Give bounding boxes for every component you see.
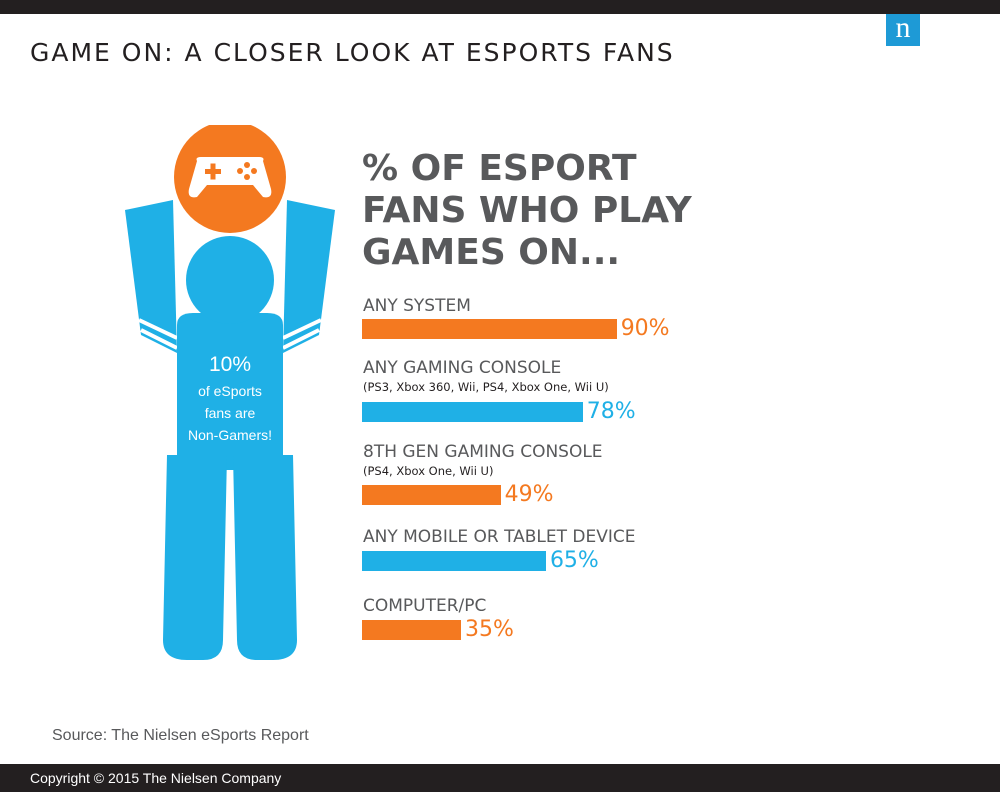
head-shape <box>186 236 274 324</box>
category-subtitle-any-gaming-console: (PS3, Xbox 360, Wii, PS4, Xbox One, Wii … <box>363 380 609 394</box>
chart-title-line-1: % OF ESPORT <box>362 148 637 189</box>
category-label-any-gaming-console: ANY GAMING CONSOLE <box>363 358 562 378</box>
footer-bar: Copyright © 2015 The Nielsen Company <box>0 764 1000 792</box>
chart-title-line-2: FANS WHO PLAY <box>362 190 692 231</box>
fan-figure-svg <box>125 125 335 660</box>
category-label-8th-gen-console: 8TH GEN GAMING CONSOLE <box>363 442 603 462</box>
nielsen-logo: n <box>886 13 920 46</box>
category-label-mobile-tablet: ANY MOBILE OR TABLET DEVICE <box>363 527 636 547</box>
bar-any-system <box>362 319 617 339</box>
bar-mobile-tablet <box>362 551 546 571</box>
non-gamer-percent: 10% <box>208 353 252 376</box>
page-title: GAME ON: A CLOSER LOOK AT ESPORTS FANS <box>30 38 675 67</box>
bar-value-computer-pc: 35% <box>465 617 514 642</box>
torso-shape <box>177 313 283 470</box>
left-sleeve-stripe-2 <box>140 328 178 350</box>
bar-computer-pc <box>362 620 462 640</box>
non-gamer-caption-line-2: fans are <box>204 405 256 421</box>
category-label-any-system: ANY SYSTEM <box>363 296 471 316</box>
bar-value-8th-gen-console: 49% <box>504 482 554 507</box>
fan-figure-illustration: 10% of eSports fans are Non-Gamers! <box>115 125 345 665</box>
bar-value-any-system: 90% <box>620 316 670 341</box>
chart-title-line-3: GAMES ON... <box>362 232 621 273</box>
category-subtitle-8th-gen-console: (PS4, Xbox One, Wii U) <box>363 464 494 478</box>
right-arm-shape <box>283 200 335 353</box>
bar-value-mobile-tablet: 65% <box>549 548 599 573</box>
left-arm-shape <box>125 200 177 353</box>
source-note: Source: The Nielsen eSports Report <box>52 727 309 744</box>
right-sleeve-stripe-2 <box>282 328 320 350</box>
top-bar <box>0 0 1000 14</box>
right-leg-shape <box>233 455 297 660</box>
chart-title: % OF ESPORT FANS WHO PLAY GAMES ON... <box>362 148 692 274</box>
right-sleeve-stripe <box>282 318 322 340</box>
non-gamer-caption-line-1: of eSports <box>198 383 262 399</box>
bar-value-any-gaming-console: 78% <box>586 399 636 424</box>
left-sleeve-stripe <box>138 318 178 340</box>
non-gamer-caption-line-3: Non-Gamers! <box>187 427 273 443</box>
bar-8th-gen-console <box>362 485 501 505</box>
bar-any-gaming-console <box>362 402 583 422</box>
game-controller-icon <box>188 157 272 198</box>
category-label-computer-pc: COMPUTER/PC <box>363 596 487 616</box>
left-leg-shape <box>163 455 227 660</box>
copyright-text: Copyright © 2015 The Nielsen Company <box>30 770 282 786</box>
